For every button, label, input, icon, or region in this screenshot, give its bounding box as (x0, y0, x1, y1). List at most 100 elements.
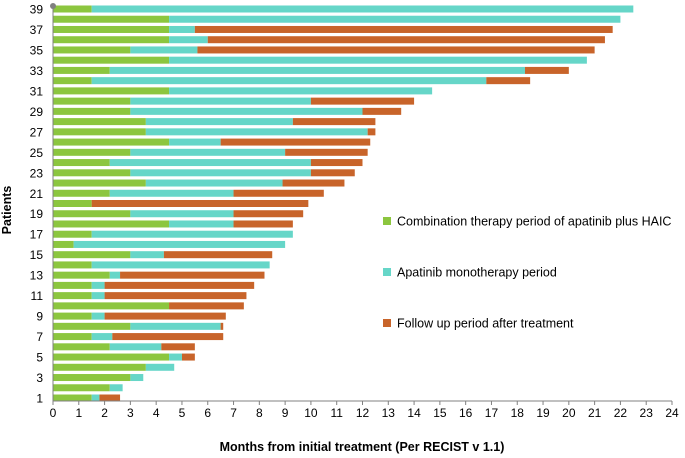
bar-patient-19-combination (53, 210, 131, 218)
bar-patient-19-follow_up (233, 210, 304, 218)
x-tick-label: 21 (588, 406, 602, 420)
bar-patient-26-follow_up (220, 138, 371, 146)
bar-patient-9-monotherapy (91, 312, 105, 320)
bar-patient-3-monotherapy (130, 374, 144, 382)
bar-patient-17-combination (53, 230, 92, 238)
bar-patient-19-monotherapy (130, 210, 234, 218)
bar-patient-20-follow_up (91, 200, 309, 207)
y-tick-label: 27 (30, 125, 44, 139)
y-tick-label: 5 (36, 351, 43, 365)
bar-patient-10-combination (53, 302, 170, 310)
bar-patient-35-follow_up (197, 46, 595, 54)
bar-patient-39-monotherapy (91, 5, 634, 13)
y-tick-label: 25 (30, 146, 44, 160)
legend-swatch-2 (383, 319, 391, 327)
y-tick-label: 1 (36, 392, 43, 406)
bar-patient-27-monotherapy (145, 128, 368, 136)
y-tick-label: 35 (30, 43, 44, 57)
y-axis-title: Patients (0, 186, 14, 235)
bar-patient-4-monotherapy (145, 363, 175, 371)
y-tick-label: 11 (31, 289, 44, 303)
bar-patient-12-combination (53, 281, 92, 289)
bar-patient-4-combination (53, 363, 146, 371)
y-tick-label: 33 (30, 64, 44, 78)
bar-patient-25-follow_up (285, 148, 368, 156)
bar-patient-20-combination (53, 200, 92, 207)
bar-patient-9-follow_up (104, 312, 226, 320)
x-tick-label: 10 (304, 406, 318, 420)
legend-label-0: Combination therapy period of apatinib p… (397, 215, 671, 229)
bar-patient-5-follow_up (181, 353, 195, 361)
bar-patient-30-follow_up (310, 97, 415, 105)
bar-patient-18-monotherapy (169, 220, 234, 228)
bar-patient-7-follow_up (112, 333, 224, 341)
y-tick-label: 21 (30, 187, 44, 201)
x-tick-label: 19 (536, 406, 550, 420)
bar-patient-13-follow_up (120, 271, 265, 279)
bar-patient-15-combination (53, 251, 131, 259)
bar-patient-16-monotherapy (73, 240, 286, 248)
bar-patient-31-combination (53, 87, 170, 95)
bar-patient-18-combination (53, 220, 170, 228)
bar-patient-26-combination (53, 138, 170, 146)
x-ticks: 0 1 2 3 4 5 6 7 8 9 10 11 12 13 14 15 16 17 18 19 20 21 22 23 24 (50, 401, 679, 420)
bar-patient-16-combination (53, 240, 74, 248)
bar-patient-2-combination (53, 384, 110, 392)
bar-patient-30-combination (53, 97, 131, 105)
bar-patient-37-monotherapy (169, 25, 195, 33)
bar-patient-5-monotherapy (169, 353, 182, 361)
bar-patient-33-follow_up (524, 66, 569, 74)
x-tick-label: 7 (230, 406, 237, 420)
bar-patient-27-follow_up (367, 128, 376, 136)
x-tick-label: 22 (614, 406, 628, 420)
x-tick-label: 13 (382, 406, 396, 420)
bar-patient-30-monotherapy (130, 97, 311, 105)
bar-patient-8-follow_up (220, 322, 224, 330)
x-tick-label: 2 (101, 406, 108, 420)
bar-patient-32-follow_up (486, 77, 531, 85)
x-tick-label: 3 (127, 406, 134, 420)
bar-patient-15-follow_up (163, 251, 273, 259)
legend: Combination therapy period of apatinib p… (383, 215, 671, 331)
bar-patient-11-combination (53, 292, 92, 300)
bar-patient-24-monotherapy (109, 159, 311, 167)
bar-patient-37-combination (53, 25, 170, 33)
bar-patient-21-combination (53, 189, 110, 197)
bar-patient-14-monotherapy (91, 261, 270, 269)
legend-label-1: Apatinib monotherapy period (397, 266, 557, 280)
bar-patient-3-combination (53, 374, 131, 382)
x-tick-label: 12 (356, 406, 370, 420)
x-tick-label: 16 (459, 406, 473, 420)
bar-patient-5-combination (53, 353, 170, 361)
bar-patient-22-follow_up (282, 179, 345, 187)
bar-patient-24-combination (53, 159, 110, 167)
bar-patient-7-monotherapy (91, 333, 113, 341)
bar-patient-32-monotherapy (91, 77, 487, 85)
bar-patient-37-follow_up (194, 25, 613, 33)
bar-patient-22-monotherapy (145, 179, 283, 187)
bar-patient-12-follow_up (104, 281, 255, 289)
bar-patient-29-combination (53, 107, 131, 115)
bar-patient-35-combination (53, 46, 131, 54)
bar-patient-1-combination (53, 394, 92, 402)
bars-layer (53, 5, 634, 402)
bar-patient-23-follow_up (310, 169, 355, 177)
y-tick-label: 13 (30, 269, 44, 283)
bar-patient-2-monotherapy (109, 384, 123, 392)
x-tick-label: 23 (640, 406, 654, 420)
legend-label-2: Follow up period after treatment (397, 317, 574, 331)
y-tick-label: 3 (36, 371, 43, 385)
bar-patient-32-combination (53, 77, 92, 85)
bar-patient-25-monotherapy (130, 148, 286, 156)
x-tick-label: 4 (153, 406, 160, 420)
x-tick-label: 6 (204, 406, 211, 420)
y-tick-label: 17 (30, 228, 44, 242)
bar-patient-33-combination (53, 66, 110, 74)
bar-patient-38-monotherapy (169, 15, 621, 23)
x-tick-label: 18 (511, 406, 525, 420)
bar-patient-34-combination (53, 56, 170, 64)
bar-patient-8-combination (53, 322, 131, 330)
x-tick-label: 11 (330, 406, 343, 420)
